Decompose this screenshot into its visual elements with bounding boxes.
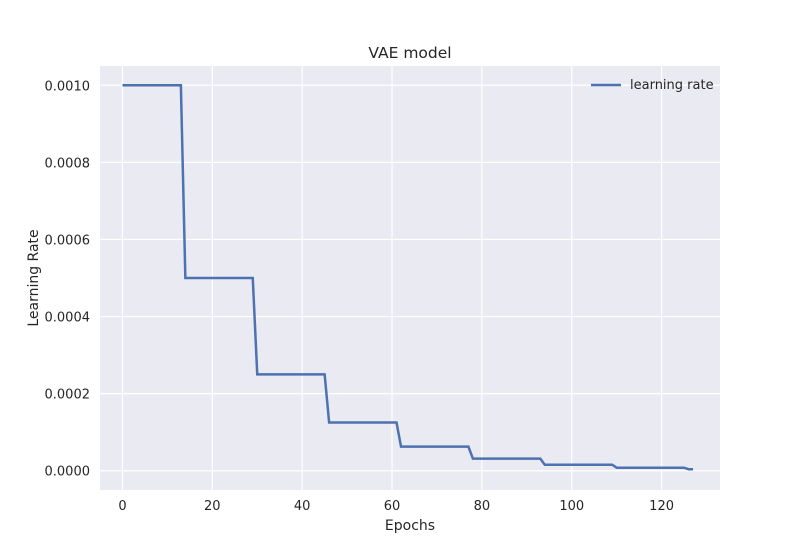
x-tick-label: 80 [474, 499, 491, 514]
y-tick-label: 0.0002 [45, 388, 91, 403]
tick-layer: 0 20 40 60 80 100 120 0.0000 0.0002 0.0004 0.0006 0… [45, 79, 675, 514]
x-tick-label: 60 [384, 499, 401, 514]
chart-title: VAE model [368, 44, 451, 62]
x-tick-label: 0 [118, 499, 126, 514]
legend-label-learning-rate: learning rate [630, 78, 714, 93]
series-layer [122, 84, 694, 471]
y-tick-label: 0.0006 [45, 233, 91, 248]
x-tick-label: 120 [649, 499, 674, 514]
x-tick-label: 20 [204, 499, 221, 514]
y-tick-label: 0.0000 [45, 465, 91, 480]
y-axis-label: Learning Rate [26, 229, 42, 326]
y-tick-label: 0.0008 [45, 156, 91, 171]
x-tick-label: 40 [294, 499, 311, 514]
series-line-learning-rate [122, 84, 694, 471]
x-tick-label: 100 [559, 499, 584, 514]
x-axis-label: Epochs [385, 518, 435, 534]
y-tick-label: 0.0010 [45, 79, 91, 94]
y-tick-label: 0.0004 [45, 311, 91, 326]
legend: learning rate [591, 78, 714, 93]
